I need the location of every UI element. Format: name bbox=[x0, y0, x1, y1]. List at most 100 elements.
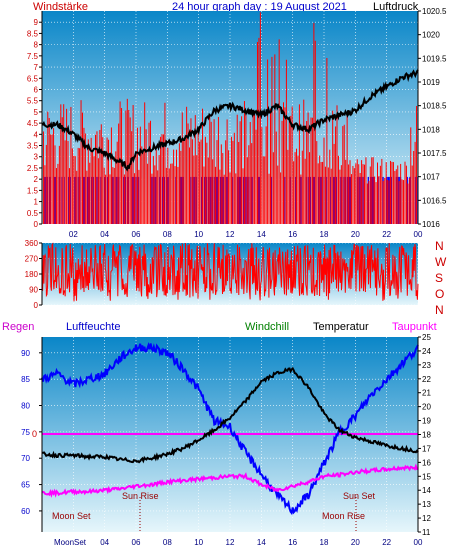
pressure-tick-label: 1017.5 bbox=[422, 149, 447, 158]
wind-axis-title: Windstärke bbox=[33, 1, 88, 13]
temp-x-tick-label: 04 bbox=[100, 538, 109, 547]
temperatur-label: Temperatur bbox=[313, 321, 369, 333]
wind-tick-label: 5 bbox=[34, 108, 39, 117]
windchill-label: Windchill bbox=[245, 321, 289, 333]
wind-tick-label: 3 bbox=[34, 153, 39, 162]
temperature-tick-label: 17 bbox=[422, 444, 431, 453]
wind-tick-label: 4 bbox=[34, 130, 39, 139]
compass-letter: S bbox=[435, 271, 443, 285]
wind-tick-label: 2.5 bbox=[27, 164, 39, 173]
wind-x-ticks: 02 04 06 08 10 12 14 16 18 20 22 00 bbox=[69, 230, 423, 239]
wind-x-tick-label: 18 bbox=[320, 230, 329, 239]
pressure-y-ticks: 1016 1016.5 1017 1017.5 1018 1018.5 1019 1019.5… bbox=[418, 7, 447, 229]
temperature-tick-label: 24 bbox=[422, 347, 431, 356]
wind-tick-label: 7 bbox=[34, 63, 39, 72]
pressure-tick-label: 1018.5 bbox=[422, 102, 447, 111]
temp-x-tick-label: 16 bbox=[288, 538, 297, 547]
moon-set-label: Moon Set bbox=[52, 511, 91, 521]
luftfeuchte-label: Luftfeuchte bbox=[66, 321, 120, 333]
temp-x-tick-label: 00 bbox=[414, 538, 423, 547]
pressure-tick-label: 1016 bbox=[422, 220, 440, 229]
wind-y-ticks: 0 0.5 1 1.5 2 2.5 3 3.5 4 4.5 5 5.5 6 6.5 7 7.5 8 8.5 9 bbox=[27, 18, 42, 229]
pressure-tick-label: 1020 bbox=[422, 31, 440, 40]
wind-tick-label: 2 bbox=[34, 175, 39, 184]
temp-grid bbox=[42, 337, 419, 532]
pressure-tick-label: 1020.5 bbox=[422, 7, 447, 16]
pressure-line bbox=[41, 69, 419, 172]
humidity-tick-label: 80 bbox=[21, 402, 30, 411]
temperature-tick-label: 18 bbox=[422, 431, 431, 440]
temperature-tick-label: 25 bbox=[422, 333, 431, 342]
sun-set-label: Sun Set bbox=[343, 491, 376, 501]
wind-tick-label: 4.5 bbox=[27, 119, 39, 128]
temp-x-ticks: 04 06 08 10 12 14 16 18 20 22 00 bbox=[100, 538, 423, 547]
regen-zero-label: 0 bbox=[32, 429, 37, 439]
temp-x-tick-label: 06 bbox=[132, 538, 141, 547]
temp-x-tick-label: 18 bbox=[320, 538, 329, 547]
wind-tick-label: 9 bbox=[34, 18, 39, 27]
pressure-tick-label: 1017 bbox=[422, 173, 440, 182]
humidity-tick-label: 60 bbox=[21, 507, 30, 516]
wind-x-tick-label: 02 bbox=[69, 230, 78, 239]
humidity-tick-label: 70 bbox=[21, 454, 30, 463]
humidity-line bbox=[41, 341, 419, 516]
temperature-tick-label: 14 bbox=[422, 486, 431, 495]
moon-set-axis-label: MoonSet bbox=[54, 538, 87, 547]
wind-x-tick-label: 22 bbox=[382, 230, 391, 239]
regen-label: Regen bbox=[2, 321, 34, 333]
pressure-tick-label: 1018 bbox=[422, 125, 440, 134]
temperature-tick-label: 13 bbox=[422, 500, 431, 509]
wind-x-tick-label: 12 bbox=[226, 230, 235, 239]
wind-tick-label: 1 bbox=[34, 198, 39, 207]
pressure-tick-label: 1019 bbox=[422, 78, 440, 87]
pressure-tick-label: 1019.5 bbox=[422, 54, 447, 63]
wind-tick-label: 5.5 bbox=[27, 97, 39, 106]
temperature-y-ticks: 11 12 13 14 15 16 17 18 19 20 21 22 23 24 25 bbox=[418, 333, 431, 537]
wind-x-tick-label: 00 bbox=[414, 230, 423, 239]
wind-bars bbox=[41, 12, 418, 224]
sun-rise-label: Sun Rise bbox=[122, 491, 159, 501]
temp-x-tick-label: 10 bbox=[194, 538, 203, 547]
direction-tick-label: 270 bbox=[25, 255, 39, 264]
compass-letter: W bbox=[435, 255, 447, 269]
humidity-tick-label: 85 bbox=[21, 375, 30, 384]
compass-letter: O bbox=[435, 287, 444, 301]
temperature-tick-label: 20 bbox=[422, 403, 431, 412]
direction-tick-label: 360 bbox=[25, 239, 39, 248]
temperature-tick-label: 11 bbox=[422, 528, 431, 537]
compass-letter: N bbox=[435, 239, 444, 253]
temperature-tick-label: 15 bbox=[422, 472, 431, 481]
wind-tick-label: 8 bbox=[34, 41, 39, 50]
compass-letter: N bbox=[435, 303, 444, 317]
temperature-tick-label: 23 bbox=[422, 361, 431, 370]
wind-x-tick-label: 20 bbox=[351, 230, 360, 239]
wind-x-tick-label: 14 bbox=[257, 230, 266, 239]
wind-x-tick-label: 06 bbox=[132, 230, 141, 239]
wind-tick-label: 6.5 bbox=[27, 74, 39, 83]
direction-y-ticks: 0 90 180 270 360 bbox=[25, 239, 42, 310]
temperature-tick-label: 12 bbox=[422, 514, 431, 523]
temperature-line bbox=[41, 366, 419, 464]
pressure-tick-label: 1016.5 bbox=[422, 196, 447, 205]
moon-rise-label: Moon Rise bbox=[322, 511, 365, 521]
humidity-tick-label: 90 bbox=[21, 349, 30, 358]
dewpoint-line bbox=[41, 463, 418, 498]
temp-x-tick-label: 08 bbox=[163, 538, 172, 547]
direction-tick-label: 180 bbox=[25, 270, 39, 279]
temperature-tick-label: 21 bbox=[422, 389, 431, 398]
taupunkt-label: Taupunkt bbox=[392, 321, 437, 333]
temp-x-tick-label: 12 bbox=[226, 538, 235, 547]
direction-tick-label: 0 bbox=[34, 301, 39, 310]
wind-tick-label: 7.5 bbox=[27, 52, 39, 61]
wind-x-tick-label: 10 bbox=[194, 230, 203, 239]
humidity-tick-label: 75 bbox=[21, 428, 30, 437]
wind-x-tick-label: 04 bbox=[100, 230, 109, 239]
temperature-tick-label: 22 bbox=[422, 375, 431, 384]
wind-tick-label: 0 bbox=[34, 220, 39, 229]
wind-tick-label: 3.5 bbox=[27, 142, 39, 151]
temp-x-tick-label: 22 bbox=[382, 538, 391, 547]
chart-title: 24 hour graph day : 19 August 2021 bbox=[172, 1, 347, 13]
